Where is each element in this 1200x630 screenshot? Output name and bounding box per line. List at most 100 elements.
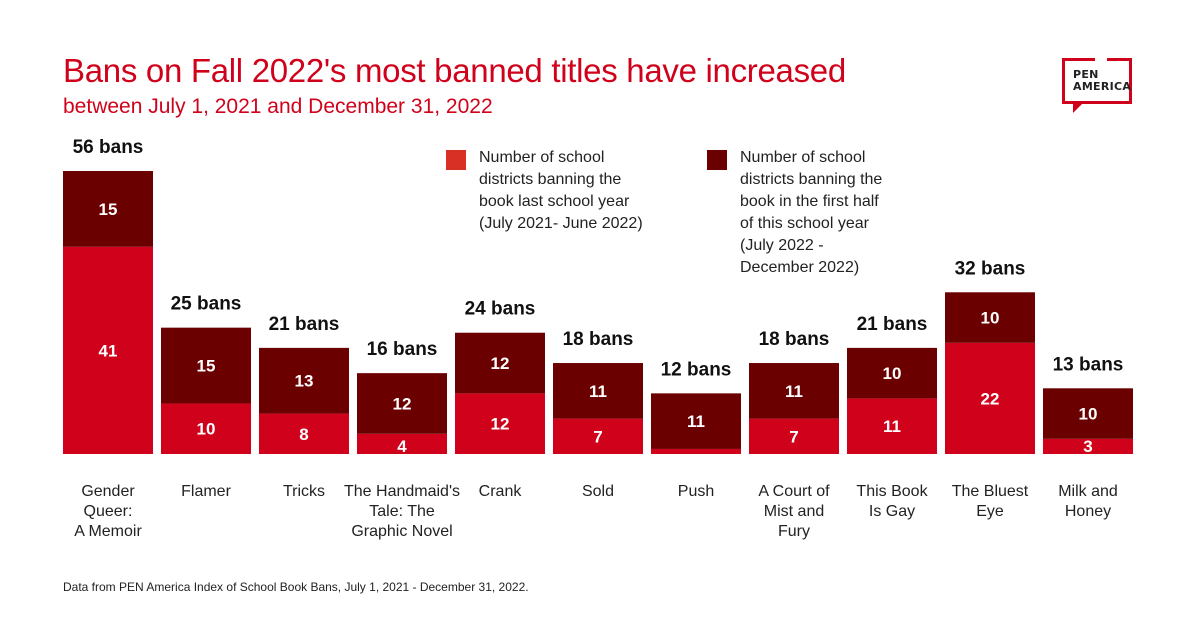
- category-label: Honey: [1065, 503, 1111, 520]
- bar-group: 7 11 18 bans Sold: [553, 329, 643, 500]
- bar-segment-this-year: [847, 347, 937, 399]
- category-label: Flamer: [181, 483, 231, 500]
- legend-text-line: Number of school: [740, 149, 866, 166]
- segment-value-label: 7: [593, 427, 602, 446]
- category-label: Milk and: [1058, 483, 1118, 500]
- speech-bubble-tail-icon: [1073, 101, 1085, 113]
- bar-segment-last-year: [651, 448, 741, 454]
- bar-segment-this-year: [259, 347, 349, 414]
- segment-value-label: 8: [299, 425, 308, 444]
- category-label: Tale: The: [369, 503, 435, 520]
- category-label: A Memoir: [74, 523, 142, 540]
- segment-value-label: 10: [981, 309, 1000, 328]
- logo-text-line2: AMERICA: [1073, 80, 1132, 93]
- category-label: Is Gay: [869, 503, 915, 520]
- category-label: This Book: [856, 483, 928, 500]
- category-label: Sold: [582, 483, 614, 500]
- bar-segment-last-year: [749, 418, 839, 454]
- legend-text-line: districts banning the: [479, 171, 622, 188]
- category-label: Eye: [976, 503, 1004, 520]
- bar-segment-last-year: [259, 413, 349, 454]
- bar-segment-last-year: [63, 246, 153, 454]
- bar-segment-last-year: [847, 398, 937, 454]
- total-label: 21 bans: [269, 314, 340, 335]
- legend-swatch-this-year: [707, 150, 727, 170]
- segment-value-label: 12: [393, 394, 412, 413]
- category-label: Fury: [778, 523, 810, 540]
- logo-text-line1: PEN: [1073, 68, 1099, 81]
- bar-segment-this-year: [63, 171, 153, 247]
- bar-segment-this-year: [357, 373, 447, 434]
- total-label: 56 bans: [73, 137, 144, 158]
- total-label: 25 bans: [171, 294, 242, 315]
- legend-text-last-year: Number of school districts banning the boo…: [479, 147, 669, 235]
- segment-value-label: 3: [1083, 437, 1092, 456]
- total-label: 24 bans: [465, 299, 536, 320]
- bar-segment-this-year: [651, 393, 741, 449]
- bar-group: 8 13 21 bans Tricks: [259, 314, 349, 500]
- category-label: The Handmaid's: [344, 483, 460, 500]
- total-label: 32 bans: [955, 258, 1026, 279]
- segment-value-label: 11: [785, 382, 803, 401]
- legend-text-this-year: Number of school districts banning the boo…: [740, 147, 930, 279]
- total-label: 13 bans: [1053, 354, 1124, 375]
- legend-swatch-last-year: [446, 150, 466, 170]
- legend-text-line: (July 2022 -: [740, 237, 824, 254]
- bar-group: 11 12 bans Push: [651, 359, 741, 500]
- segment-value-label: 11: [883, 417, 901, 436]
- segment-value-label: 12: [491, 354, 510, 373]
- bar-segment-last-year: [553, 418, 643, 454]
- segment-value-label: 11: [687, 412, 705, 431]
- segment-value-label: 10: [883, 364, 902, 383]
- bar-group: 10 15 25 bans Flamer: [161, 294, 251, 500]
- category-label: A Court of: [758, 483, 830, 500]
- category-label: The Bluest: [952, 483, 1029, 500]
- bar-group: 41 15 56 bans Gender Queer: A Memoir: [63, 137, 153, 540]
- category-label: Push: [678, 483, 714, 500]
- bar-group: 4 12 16 bans The Handmaid's Tale: The Graphic…: [344, 339, 460, 540]
- legend-text-line: of this school year: [740, 215, 869, 232]
- category-label: Graphic Novel: [351, 523, 452, 540]
- segment-value-label: 15: [197, 357, 216, 376]
- bar-segment-this-year: [945, 292, 1035, 343]
- category-label: Queer:: [84, 503, 133, 520]
- bar-segment-this-year: [1043, 388, 1133, 439]
- total-label: 16 bans: [367, 339, 438, 360]
- bar-segment-this-year: [455, 332, 545, 394]
- total-label: 18 bans: [563, 329, 634, 350]
- legend-text-line: districts banning the: [740, 171, 883, 188]
- bar-group: 7 11 18 bans A Court of Mist and Fury: [749, 329, 839, 540]
- bar-group: 3 10 13 bans Milk and Honey: [1043, 354, 1133, 520]
- segment-value-label: 10: [197, 420, 216, 439]
- legend-text-line: (July 2021- June 2022): [479, 215, 643, 232]
- bar-segment-last-year: [1043, 438, 1133, 454]
- legend-text-line: December 2022): [740, 259, 860, 276]
- bar-segment-this-year: [553, 363, 643, 419]
- chart-subtitle: between July 1, 2021 and December 31, 20…: [63, 95, 493, 118]
- bar-segment-this-year: [161, 327, 251, 404]
- legend-text-line: Number of school: [479, 149, 605, 166]
- segment-value-label: 15: [99, 200, 118, 219]
- segment-value-label: 4: [397, 437, 407, 456]
- chart-title: Bans on Fall 2022's most banned titles h…: [63, 52, 846, 89]
- segment-value-label: 7: [789, 427, 798, 446]
- bar-group: 11 10 21 bans This Book Is Gay: [847, 314, 937, 520]
- category-label: Crank: [479, 483, 523, 500]
- category-label: Gender: [81, 483, 135, 500]
- category-label: Mist and: [764, 503, 824, 520]
- category-label: Tricks: [283, 483, 325, 500]
- bar-group: 22 10 32 bans The Bluest Eye: [945, 258, 1035, 520]
- bar-segment-last-year: [161, 403, 251, 454]
- segment-value-label: 22: [981, 389, 1000, 408]
- segment-value-label: 12: [491, 415, 510, 434]
- bar-segment-last-year: [357, 433, 447, 454]
- segment-value-label: 13: [295, 372, 314, 391]
- segment-value-label: 10: [1079, 405, 1098, 424]
- bar-segment-last-year: [945, 342, 1035, 454]
- total-label: 18 bans: [759, 329, 830, 350]
- bar-group: 12 12 24 bans Crank: [455, 299, 545, 500]
- legend-text-line: book in the first half: [740, 193, 879, 210]
- bar-segment-last-year: [455, 393, 545, 454]
- source-note: Data from PEN America Index of School Bo…: [63, 580, 529, 594]
